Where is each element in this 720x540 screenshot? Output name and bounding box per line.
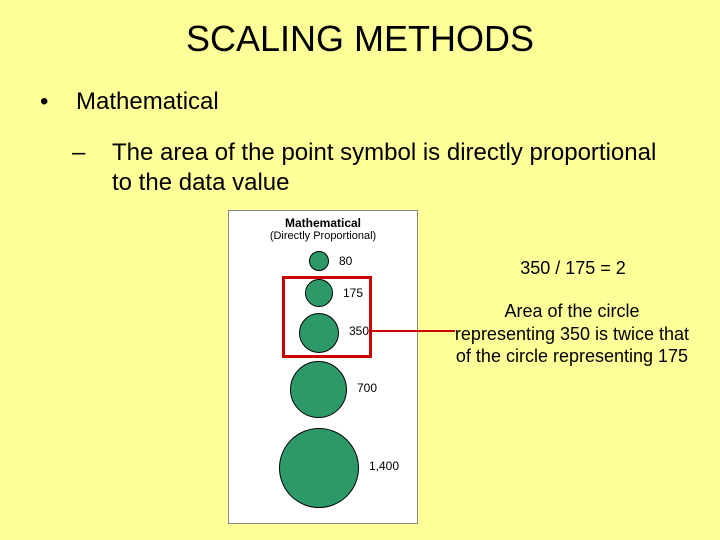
proportional-circle	[279, 428, 359, 508]
diagram-panel: Mathematical (Directly Proportional) 80 …	[228, 210, 418, 524]
proportional-circle	[290, 361, 347, 418]
diagram-title-line1: Mathematical	[229, 216, 417, 230]
circle-value-label: 1,400	[369, 459, 399, 473]
callout-caption: Area of the circle representing 350 is t…	[452, 300, 692, 368]
bullet-text: The area of the point symbol is directly…	[112, 138, 662, 198]
bullet-text: Mathematical	[76, 88, 219, 115]
highlight-rectangle	[282, 276, 372, 358]
callout-connector-line	[371, 330, 455, 332]
proportional-circle	[309, 251, 329, 271]
diagram-title-line2: (Directly Proportional)	[229, 230, 417, 242]
circle-value-label: 700	[357, 381, 377, 395]
bullet-level-1: •Mathematical	[40, 88, 219, 116]
slide-title: SCALING METHODS	[0, 0, 720, 60]
circle-value-label: 80	[339, 254, 352, 268]
equation-text: 350 / 175 = 2	[468, 258, 678, 279]
bullet-level-2: –The area of the point symbol is directl…	[72, 138, 672, 198]
bullet-marker: –	[72, 138, 112, 168]
bullet-marker: •	[40, 88, 76, 116]
